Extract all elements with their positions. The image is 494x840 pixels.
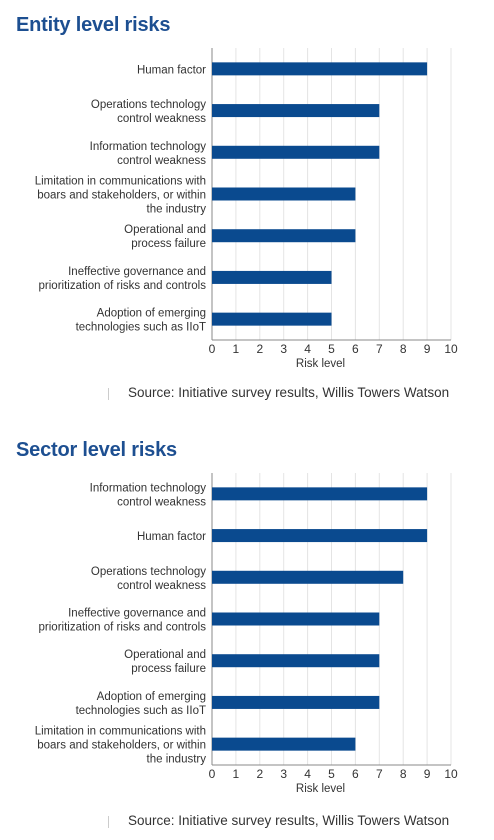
- category-label-line: Limitation in communications with: [35, 176, 206, 188]
- x-tick-label: 1: [233, 342, 240, 356]
- category-label-line: boars and stakeholders, or within: [37, 190, 206, 202]
- x-tick-label: 0: [209, 342, 216, 356]
- x-tick-label: 2: [256, 767, 263, 781]
- category-label-line: Information technology: [90, 141, 207, 153]
- source-text: Source: Initiative survey results, Willi…: [128, 813, 450, 828]
- x-tick-label: 3: [280, 767, 287, 781]
- category-label-line: technologies such as IIoT: [76, 322, 206, 334]
- x-tick-label: 7: [376, 342, 383, 356]
- x-tick-label: 4: [304, 767, 311, 781]
- x-tick-label: 9: [424, 342, 431, 356]
- x-tick-label: 3: [280, 342, 287, 356]
- category-label-line: process failure: [131, 663, 206, 675]
- bar: [212, 529, 428, 543]
- category-label-line: control weakness: [117, 155, 206, 167]
- category-label-line: Ineffective governance and: [68, 608, 206, 620]
- x-tick-label: 10: [444, 767, 458, 781]
- category-label-line: Ineffective governance and: [68, 266, 206, 278]
- category-label: Ineffective governance and prioritization…: [39, 608, 207, 634]
- category-label-line: Operations technology: [91, 99, 206, 111]
- bar: [212, 612, 380, 626]
- source-divider: [108, 816, 109, 828]
- category-label: Human factor: [137, 64, 206, 76]
- bar: [212, 145, 380, 159]
- category-label: Adoption of emerging technologies such as…: [76, 691, 206, 717]
- x-tick-label: 4: [304, 342, 311, 356]
- category-label: Operational and process failure: [124, 649, 206, 675]
- category-label: Operational and process failure: [124, 224, 206, 250]
- category-label-line: Operations technology: [91, 566, 206, 578]
- bar: [212, 695, 380, 709]
- x-tick-label: 6: [352, 342, 359, 356]
- x-tick-label: 6: [352, 767, 359, 781]
- category-label-line: Operational and: [124, 224, 206, 236]
- x-tick-label: 8: [400, 342, 407, 356]
- category-label-line: Adoption of emerging: [97, 691, 206, 703]
- bar: [212, 270, 332, 284]
- category-label-line: Operational and: [124, 649, 206, 661]
- category-label-line: Human factor: [137, 531, 206, 543]
- x-tick-label: 5: [328, 342, 335, 356]
- x-axis-label: Risk level: [296, 783, 345, 795]
- x-tick-label: 2: [256, 342, 263, 356]
- x-axis-label: Risk level: [296, 358, 345, 370]
- category-label: Information technology control weakness: [90, 482, 207, 508]
- category-label-line: control weakness: [117, 496, 206, 508]
- chart-title: Entity level risks: [16, 14, 171, 36]
- category-label-line: control weakness: [117, 580, 206, 592]
- bar: [212, 312, 332, 326]
- bar: [212, 104, 380, 118]
- category-label-line: the industry: [147, 204, 207, 216]
- bar: [212, 654, 380, 668]
- bar: [212, 487, 428, 501]
- bar: [212, 187, 356, 201]
- source-text: Source: Initiative survey results, Willi…: [128, 385, 450, 400]
- category-label: Information technology control weakness: [90, 141, 207, 167]
- category-label-line: the industry: [147, 754, 207, 766]
- category-label: Limitation in communications with boars a…: [35, 726, 207, 766]
- category-label-line: prioritization of risks and controls: [39, 280, 207, 292]
- category-label: Ineffective governance and prioritization…: [39, 266, 207, 292]
- category-label: Human factor: [137, 531, 206, 543]
- category-label-line: Limitation in communications with: [35, 726, 206, 738]
- entity-risks-chart: Human factor Operations technology control…: [35, 48, 458, 370]
- category-label: Limitation in communications with boars a…: [35, 176, 207, 216]
- sector-risks-chart: Information technology control weakness Hu…: [35, 473, 458, 795]
- bar: [212, 737, 356, 751]
- x-tick-label: 0: [209, 767, 216, 781]
- source-divider: [108, 388, 109, 400]
- category-label: Operations technology control weakness: [91, 566, 206, 592]
- category-label-line: Adoption of emerging: [97, 308, 206, 320]
- bar: [212, 229, 356, 243]
- category-label-line: technologies such as IIoT: [76, 705, 206, 717]
- bar: [212, 62, 428, 76]
- category-label-line: process failure: [131, 238, 206, 250]
- x-tick-label: 7: [376, 767, 383, 781]
- category-label-line: prioritization of risks and controls: [39, 622, 207, 634]
- x-tick-label: 1: [233, 767, 240, 781]
- x-tick-label: 5: [328, 767, 335, 781]
- category-label-line: control weakness: [117, 113, 206, 125]
- x-tick-label: 8: [400, 767, 407, 781]
- bar: [212, 570, 404, 584]
- x-tick-label: 10: [444, 342, 458, 356]
- chart-title: Sector level risks: [16, 439, 177, 461]
- category-label-line: Information technology: [90, 482, 207, 494]
- category-label-line: Human factor: [137, 64, 206, 76]
- category-label-line: boars and stakeholders, or within: [37, 740, 206, 752]
- category-label: Operations technology control weakness: [91, 99, 206, 125]
- category-label: Adoption of emerging technologies such as…: [76, 308, 206, 334]
- x-tick-label: 9: [424, 767, 431, 781]
